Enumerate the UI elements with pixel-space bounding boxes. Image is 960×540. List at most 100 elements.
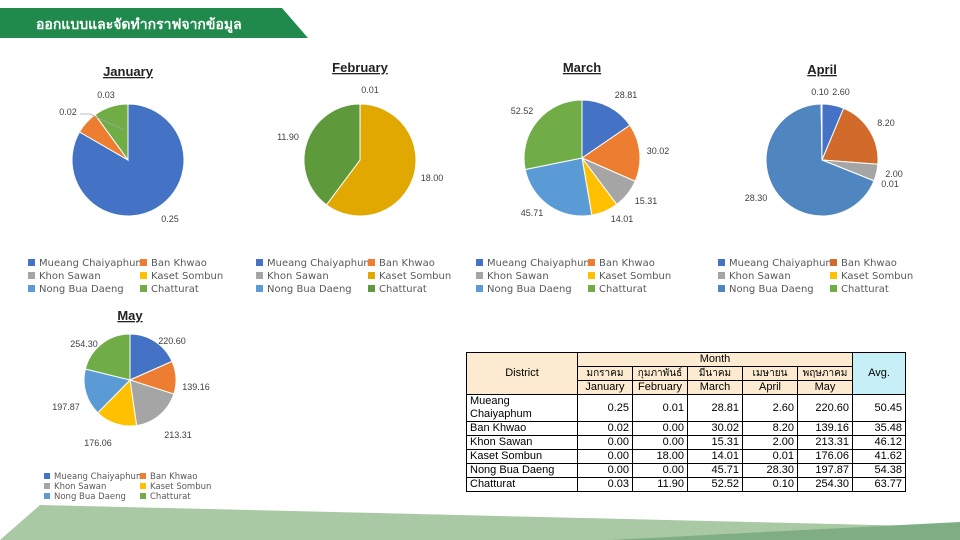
table-row: Nong Bua Daeng 0.00 0.00 45.71 28.30 197.87 54… xyxy=(466,463,906,478)
legend-label: Nong Bua Daeng xyxy=(267,284,352,295)
legend-label: Nong Bua Daeng xyxy=(729,284,814,295)
legend-item: Ban Khwao xyxy=(588,258,655,269)
legend-label: Ban Khwao xyxy=(599,258,655,269)
data-label: 28.30 xyxy=(745,193,768,203)
pie-slice-chatturat xyxy=(94,103,129,162)
district-cell: Khon Sawan xyxy=(466,435,578,450)
value-cell: 2.00 xyxy=(742,435,798,450)
legend-swatch xyxy=(588,258,595,266)
value-cell: 28.81 xyxy=(687,394,743,422)
legend-item: Mueang Chaiyaphum xyxy=(476,258,593,269)
value-cell: 14.01 xyxy=(687,449,743,464)
legend-item: Mueang Chaiyaphum xyxy=(256,258,373,269)
value-cell: 2.60 xyxy=(742,394,798,422)
data-label: 254.30 xyxy=(70,339,98,349)
data-label: 0.10 xyxy=(811,87,829,97)
value-cell: 0.25 xyxy=(577,394,633,422)
legend-label: Mueang Chaiyaphum xyxy=(487,258,594,269)
legend-march: Mueang Chaiyaphum Ban Khwao Khon Sawan Kase… xyxy=(476,258,696,302)
month-english-header: April xyxy=(742,380,798,395)
value-cell: 176.06 xyxy=(797,449,853,464)
pie-slice-chatturat xyxy=(523,99,583,171)
legend-item: Khon Sawan xyxy=(44,482,106,492)
chart-title-may: May xyxy=(117,308,143,323)
leader-line xyxy=(80,113,125,131)
legend-swatch xyxy=(830,284,837,292)
legend-item: Khon Sawan xyxy=(476,271,549,282)
chart-title-february: February xyxy=(332,60,388,75)
legend-item: Mueang Chaiyaphum xyxy=(718,258,835,269)
district-cell: Mueang Chaiyaphum xyxy=(466,394,578,422)
legend-label: Nong Bua Daeng xyxy=(54,492,126,502)
legend-label: Nong Bua Daeng xyxy=(487,284,572,295)
month-thai-header: มกราคม xyxy=(577,366,633,381)
legend-swatch xyxy=(588,271,595,279)
legend-item: Mueang Chaiyaphum xyxy=(44,472,144,482)
legend-item: Kaset Sombun xyxy=(368,271,451,282)
month-english-header: March xyxy=(687,380,743,395)
legend-label: Chatturat xyxy=(841,284,889,295)
legend-swatch xyxy=(44,492,50,499)
legend-swatch xyxy=(140,258,147,266)
data-label: 0.03 xyxy=(97,90,115,100)
data-label: 30.02 xyxy=(647,146,670,156)
value-cell: 11.90 xyxy=(632,477,688,492)
month-english-header: January xyxy=(577,380,633,395)
legend-swatch xyxy=(368,258,375,266)
legend-item: Chatturat xyxy=(588,284,647,295)
legend-label: Mueang Chaiyaphum xyxy=(54,472,145,482)
chart-title-april: April xyxy=(807,62,837,77)
legend-item: Chatturat xyxy=(368,284,427,295)
legend-swatch xyxy=(140,492,146,499)
avg-cell: 46.12 xyxy=(852,435,906,450)
legend-swatch xyxy=(476,271,483,279)
pie-slice-nong-bua-daeng xyxy=(524,157,593,217)
value-cell: 197.87 xyxy=(797,463,853,478)
legend-label: Ban Khwao xyxy=(150,472,198,482)
data-label: 0.25 xyxy=(161,214,179,224)
table-row: Khon Sawan 0.00 0.00 15.31 2.00 213.31 46.12 xyxy=(466,435,906,450)
data-label: 11.90 xyxy=(277,132,299,142)
legend-item: Kaset Sombun xyxy=(140,271,223,282)
value-cell: 15.31 xyxy=(687,435,743,450)
value-cell: 0.00 xyxy=(577,435,633,450)
legend-item: Kaset Sombun xyxy=(588,271,671,282)
avg-cell: 54.38 xyxy=(852,463,906,478)
value-cell: 0.10 xyxy=(742,477,798,492)
value-cell: 52.52 xyxy=(687,477,743,492)
legend-label: Mueang Chaiyaphum xyxy=(729,258,836,269)
legend-label: Khon Sawan xyxy=(39,271,101,282)
legend-item: Mueang Chaiyaphum xyxy=(28,258,145,269)
data-label: 197.87 xyxy=(52,402,80,412)
pie-slice-mueang-chaiyaphum xyxy=(581,99,631,159)
legend-swatch xyxy=(256,271,263,279)
data-label: 52.52 xyxy=(511,106,534,116)
legend-item: Nong Bua Daeng xyxy=(28,284,124,295)
value-cell: 0.00 xyxy=(632,463,688,478)
pie-chart-january: January 0.25 0.02 0.03 xyxy=(40,60,240,230)
data-label: 0.01 xyxy=(881,179,899,189)
legend-label: Chatturat xyxy=(599,284,647,295)
legend-swatch xyxy=(140,271,147,279)
legend-label: Ban Khwao xyxy=(151,258,207,269)
legend-swatch xyxy=(476,258,483,266)
table-row: Ban Khwao 0.02 0.00 30.02 8.20 139.16 35.48 xyxy=(466,421,906,436)
month-header: Month xyxy=(577,352,853,367)
legend-label: Ban Khwao xyxy=(379,258,435,269)
pie-chart-february: February 0.01 18.00 11.90 xyxy=(260,58,460,228)
avg-cell: 41.62 xyxy=(852,449,906,464)
data-label: 0.02 xyxy=(59,107,77,117)
legend-swatch xyxy=(718,258,725,266)
pie-chart-march: March 28.81 30.02 15.31 14.01 45.71 52.52 xyxy=(480,58,680,228)
data-label: 18.00 xyxy=(421,173,444,183)
legend-label: Nong Bua Daeng xyxy=(39,284,124,295)
legend-label: Chatturat xyxy=(151,284,199,295)
legend-item: Ban Khwao xyxy=(140,472,197,482)
legend-swatch xyxy=(368,284,375,292)
legend-item: Khon Sawan xyxy=(256,271,329,282)
legend-swatch xyxy=(718,284,725,292)
month-thai-header: มีนาคม xyxy=(687,366,743,381)
legend-item: Khon Sawan xyxy=(28,271,101,282)
legend-label: Chatturat xyxy=(150,492,191,502)
legend-swatch xyxy=(830,271,837,279)
